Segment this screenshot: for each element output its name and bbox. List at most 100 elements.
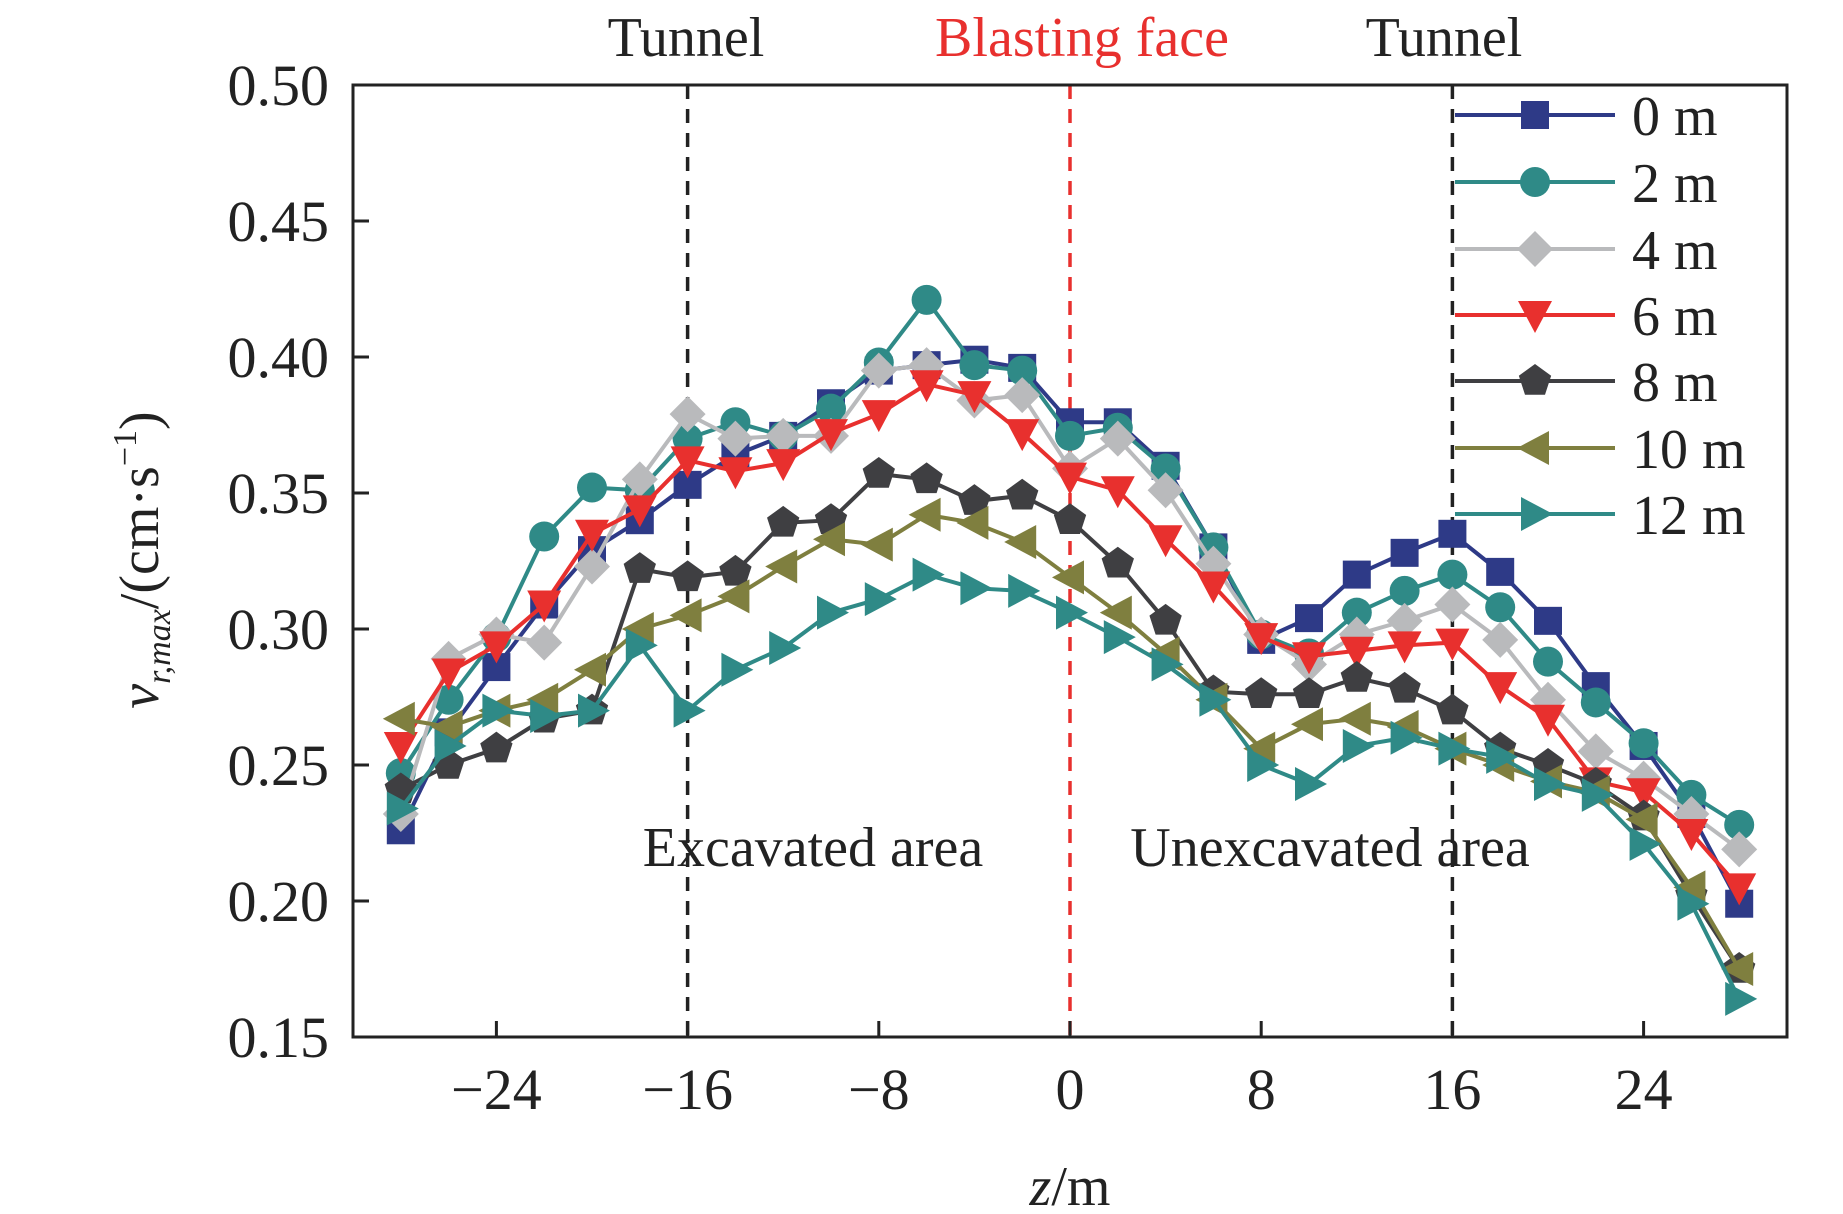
data-point-triangle-right	[386, 791, 419, 826]
x-tick-label: 16	[1423, 1057, 1481, 1122]
data-point-circle	[1724, 809, 1755, 840]
y-axis-label: vr,max/(cm·s−1)	[107, 411, 178, 708]
data-point-circle	[1485, 592, 1516, 623]
data-point-triangle-left	[1517, 431, 1549, 465]
data-point-circle	[433, 684, 464, 715]
data-point-pentagon	[1292, 677, 1326, 709]
x-tick-label: −8	[848, 1057, 910, 1122]
data-point-square	[1342, 560, 1371, 589]
y-tick-label: 0.35	[228, 461, 330, 526]
data-point-triangle-right	[721, 652, 754, 687]
y-tick-label: 0.50	[228, 53, 330, 118]
data-point-triangle-left	[1625, 802, 1658, 837]
legend-label: 12 m	[1632, 485, 1746, 547]
data-point-triangle-right	[1342, 728, 1375, 763]
data-point-triangle-left	[1338, 701, 1371, 736]
data-point-circle	[1055, 420, 1085, 451]
annotation-blasting-face: Blasting face	[935, 7, 1229, 69]
y-tick-label: 0.40	[228, 325, 330, 390]
data-point-circle	[577, 472, 607, 503]
data-point-pentagon	[1436, 693, 1469, 725]
data-point-pentagon	[1006, 478, 1039, 510]
x-tick-label: 8	[1247, 1057, 1276, 1122]
data-point-pentagon	[958, 484, 991, 515]
data-point-triangle-down	[1531, 704, 1565, 737]
data-point-triangle-right	[578, 693, 610, 728]
data-point-diamond	[765, 417, 802, 454]
y-tick-label: 0.20	[228, 869, 330, 934]
data-point-triangle-down	[957, 381, 992, 414]
data-point-triangle-left	[765, 549, 798, 584]
data-point-pentagon	[767, 505, 800, 537]
data-point-pentagon	[623, 552, 656, 583]
data-point-triangle-down	[1483, 672, 1518, 705]
data-point-triangle-left	[1052, 560, 1084, 595]
data-point-circle	[1389, 575, 1420, 606]
y-axis-unit: /(cm·s	[109, 466, 171, 609]
legend-item: 10 m	[1455, 419, 1746, 481]
data-point-circle	[816, 393, 846, 424]
data-point-triangle-down	[527, 590, 562, 623]
data-point-triangle-down	[1626, 778, 1661, 811]
annotation-excavated-area: Excavated area	[643, 817, 984, 879]
data-point-triangle-down	[909, 370, 944, 403]
x-tick-label: 0	[1056, 1057, 1085, 1122]
annotation-tunnel-left: Tunnel	[608, 7, 765, 69]
data-point-triangle-down	[1005, 419, 1040, 452]
data-point-circle	[1437, 559, 1468, 590]
x-tick-label: 24	[1615, 1057, 1673, 1122]
y-tick-label: 0.15	[228, 1005, 330, 1070]
data-point-triangle-right	[960, 571, 993, 606]
data-point-triangle-left	[1291, 707, 1323, 742]
legend-label: 8 m	[1632, 352, 1718, 414]
data-point-triangle-down	[1196, 571, 1231, 604]
legend-item: 4 m	[1455, 220, 1718, 282]
legend-item: 8 m	[1455, 352, 1718, 414]
data-point-diamond	[1004, 377, 1041, 414]
data-point-diamond	[1434, 586, 1471, 623]
legend-label: 10 m	[1632, 419, 1746, 481]
axes: −24 −16 −8 0 8 16 24 0.15 0.20 0.25 0.30 0.35 0.40 0.…	[228, 53, 1673, 1122]
data-point-circle	[1341, 597, 1372, 628]
data-point-square	[1534, 606, 1562, 635]
data-point-pentagon	[1388, 671, 1421, 703]
data-point-triangle-left	[574, 652, 606, 687]
data-point-triangle-down	[1053, 462, 1087, 495]
legend-label: 6 m	[1632, 286, 1718, 348]
data-point-triangle-down	[1722, 873, 1757, 906]
data-point-triangle-down	[814, 419, 848, 452]
data-point-diamond	[1517, 231, 1553, 267]
data-point-triangle-right	[1629, 826, 1662, 861]
data-point-triangle-right	[1677, 886, 1710, 921]
data-point-pentagon	[1101, 546, 1134, 578]
data-point-triangle-right	[1486, 739, 1519, 774]
data-point-triangle-left	[956, 505, 989, 540]
data-point-triangle-down	[1339, 636, 1374, 669]
data-point-triangle-down	[575, 519, 609, 552]
data-point-triangle-down	[1148, 525, 1183, 558]
data-point-triangle-right	[673, 693, 706, 728]
data-point-triangle-left	[1099, 595, 1132, 630]
data-point-circle	[959, 350, 990, 381]
annotation-tunnel-right: Tunnel	[1366, 7, 1523, 69]
data-point-circle	[1533, 646, 1563, 677]
data-point-triangle-down	[1100, 476, 1135, 509]
data-point-pentagon	[862, 456, 895, 488]
data-point-triangle-right	[864, 582, 897, 617]
data-point-triangle-right	[530, 699, 563, 734]
data-point-square	[1390, 538, 1419, 567]
legend-label: 0 m	[1632, 86, 1718, 148]
data-point-diamond	[621, 461, 658, 498]
data-point-circle	[529, 521, 560, 552]
data-point-triangle-left	[1721, 952, 1754, 986]
data-point-triangle-right	[482, 693, 515, 728]
data-point-circle	[1520, 167, 1550, 197]
data-point-circle	[1150, 453, 1181, 484]
series-layer	[382, 284, 1758, 1016]
data-point-diamond	[860, 352, 897, 389]
y-tick-label: 0.25	[228, 733, 330, 798]
data-point-triangle-right	[1247, 748, 1280, 782]
data-point-triangle-down	[1387, 631, 1422, 664]
data-point-square	[1486, 557, 1515, 586]
